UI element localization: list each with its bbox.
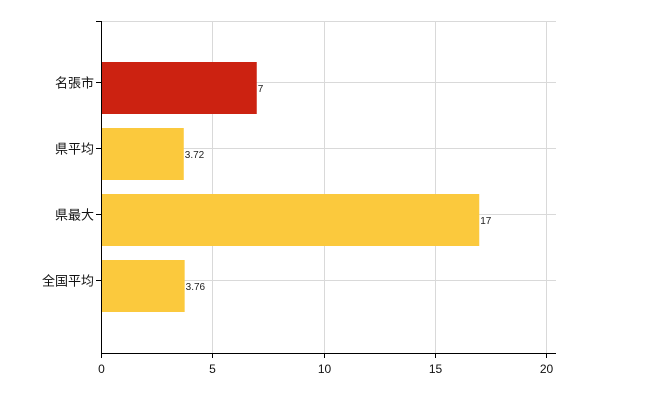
data-label-1: 3.72 [185,150,205,161]
data-label-3: 3.76 [186,282,206,293]
bar-0 [102,62,257,114]
bar-3 [102,260,185,312]
category-label-3: 全国平均 [42,274,94,290]
category-label-0: 名張市 [55,76,94,92]
x-tick-label-3: 15 [429,362,443,376]
axes [96,21,556,358]
data-label-2: 17 [480,216,492,227]
category-label-2: 県最大 [55,209,94,224]
x-tick-label-0: 0 [98,362,105,376]
data-label-0: 7 [258,84,264,95]
x-tick-label-2: 10 [318,362,332,376]
bar-2 [102,194,480,246]
bar-1 [102,128,184,180]
x-tick-label-4: 20 [540,362,554,376]
bars [102,62,480,312]
category-label-1: 県平均 [55,143,94,158]
x-tick-label-1: 5 [209,362,216,376]
